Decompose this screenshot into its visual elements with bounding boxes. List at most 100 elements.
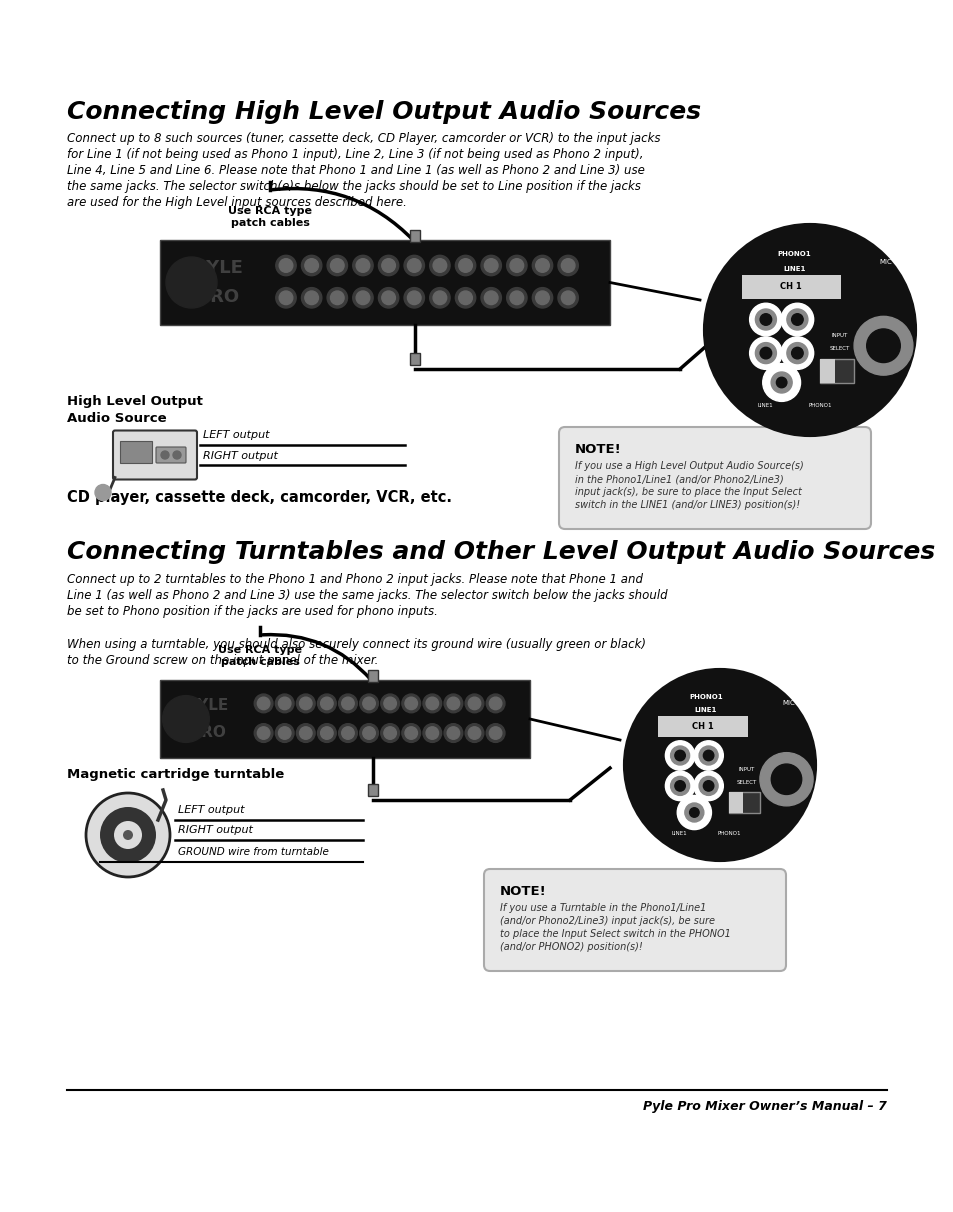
Circle shape [380, 694, 399, 713]
Circle shape [468, 697, 480, 710]
FancyBboxPatch shape [483, 869, 785, 971]
Circle shape [404, 287, 424, 308]
Text: Use RCA type
patch cables: Use RCA type patch cables [228, 206, 312, 228]
FancyBboxPatch shape [820, 360, 834, 383]
Text: Connect up to 2 turntables to the Phono 1 and Phono 2 input jacks. Please note t: Connect up to 2 turntables to the Phono … [67, 573, 642, 585]
Text: NOTE!: NOTE! [575, 444, 621, 456]
Circle shape [362, 697, 375, 710]
Circle shape [755, 343, 776, 364]
Circle shape [532, 287, 552, 308]
Circle shape [355, 258, 370, 273]
Circle shape [484, 258, 497, 273]
Circle shape [353, 287, 373, 308]
Circle shape [560, 291, 575, 304]
Text: PHONO1: PHONO1 [808, 404, 831, 408]
FancyBboxPatch shape [160, 240, 609, 325]
Circle shape [380, 724, 399, 743]
Circle shape [684, 804, 703, 822]
Circle shape [320, 727, 333, 739]
Text: the same jacks. The selector switch(e)s below the jacks should be set to Line po: the same jacks. The selector switch(e)s … [67, 181, 640, 193]
Text: PYLE: PYLE [187, 698, 229, 713]
FancyBboxPatch shape [156, 447, 186, 463]
Text: NOTE!: NOTE! [499, 885, 546, 898]
Text: Audio Source: Audio Source [67, 412, 167, 425]
Circle shape [510, 258, 523, 273]
Circle shape [465, 724, 483, 743]
Text: CD player, cassette deck, camcorder, VCR, etc.: CD player, cassette deck, camcorder, VCR… [67, 490, 452, 505]
Circle shape [760, 314, 771, 325]
Circle shape [749, 337, 781, 370]
Circle shape [699, 747, 718, 765]
Text: PRO: PRO [190, 725, 226, 739]
Circle shape [770, 372, 791, 393]
FancyBboxPatch shape [741, 275, 841, 298]
Circle shape [305, 291, 318, 304]
Text: Pyle Pro Mixer Owner’s Manual – 7: Pyle Pro Mixer Owner’s Manual – 7 [642, 1100, 886, 1113]
Text: RIGHT output: RIGHT output [178, 825, 253, 835]
Text: be set to Phono position if the jacks are used for phono inputs.: be set to Phono position if the jacks ar… [67, 605, 437, 618]
Circle shape [558, 287, 578, 308]
Circle shape [624, 670, 814, 861]
Text: Line 1 (as well as Phono 2 and Line 3) use the same jacks. The selector switch b: Line 1 (as well as Phono 2 and Line 3) u… [67, 589, 667, 602]
Text: Line 4, Line 5 and Line 6. Please note that Phono 1 and Line 1 (as well as Phono: Line 4, Line 5 and Line 6. Please note t… [67, 164, 644, 177]
FancyBboxPatch shape [368, 784, 377, 796]
Circle shape [447, 697, 459, 710]
Circle shape [381, 291, 395, 304]
Circle shape [253, 694, 273, 713]
Circle shape [791, 314, 802, 325]
FancyBboxPatch shape [729, 791, 760, 812]
Circle shape [693, 771, 722, 801]
Circle shape [275, 724, 294, 743]
Circle shape [401, 694, 420, 713]
Circle shape [327, 287, 347, 308]
Circle shape [426, 697, 438, 710]
Circle shape [301, 287, 321, 308]
Circle shape [560, 258, 575, 273]
FancyBboxPatch shape [820, 360, 853, 383]
Circle shape [100, 807, 156, 863]
Circle shape [781, 303, 813, 336]
Text: PRO: PRO [197, 288, 239, 305]
Circle shape [536, 291, 549, 304]
Text: LINE1: LINE1 [671, 831, 686, 836]
Circle shape [338, 694, 357, 713]
Circle shape [677, 795, 711, 829]
Circle shape [422, 724, 441, 743]
Circle shape [383, 727, 395, 739]
FancyBboxPatch shape [658, 715, 748, 737]
Circle shape [301, 256, 321, 275]
Circle shape [786, 343, 807, 364]
Circle shape [458, 258, 472, 273]
Circle shape [489, 727, 501, 739]
Circle shape [341, 727, 354, 739]
Circle shape [407, 258, 420, 273]
Circle shape [536, 258, 549, 273]
Circle shape [770, 764, 801, 794]
Circle shape [664, 741, 694, 770]
Text: (and/or PHONO2) position(s)!: (and/or PHONO2) position(s)! [499, 942, 642, 951]
FancyBboxPatch shape [410, 353, 419, 365]
Circle shape [532, 256, 552, 275]
Text: input jack(s), be sure to place the Input Select: input jack(s), be sure to place the Inpu… [575, 487, 801, 497]
Circle shape [455, 256, 476, 275]
Circle shape [760, 753, 812, 806]
FancyBboxPatch shape [558, 427, 870, 528]
Circle shape [422, 694, 441, 713]
Circle shape [330, 258, 344, 273]
Text: for Line 1 (if not being used as Phono 1 input), Line 2, Line 3 (if not being us: for Line 1 (if not being used as Phono 1… [67, 148, 643, 161]
Circle shape [327, 256, 347, 275]
Circle shape [702, 781, 713, 791]
Circle shape [447, 727, 459, 739]
Circle shape [378, 256, 398, 275]
Circle shape [253, 724, 273, 743]
Circle shape [401, 724, 420, 743]
Circle shape [257, 697, 270, 710]
Circle shape [455, 287, 476, 308]
Circle shape [760, 348, 771, 359]
Circle shape [299, 727, 312, 739]
Circle shape [426, 727, 438, 739]
Circle shape [275, 287, 295, 308]
Circle shape [689, 807, 699, 817]
Circle shape [429, 256, 450, 275]
Circle shape [465, 694, 483, 713]
